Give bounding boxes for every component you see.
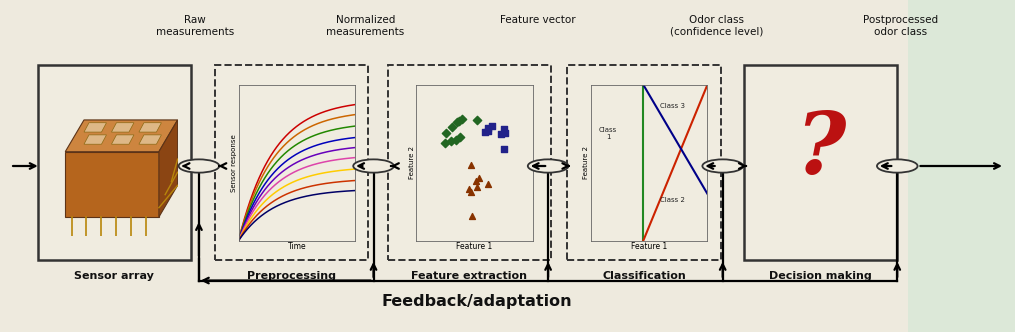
Circle shape [353, 159, 394, 173]
Text: Feedback/adaptation: Feedback/adaptation [382, 294, 572, 309]
Text: ?: ? [796, 108, 845, 191]
FancyBboxPatch shape [388, 65, 551, 260]
Text: Feature vector: Feature vector [500, 15, 576, 25]
Text: Odor class
(confidence level): Odor class (confidence level) [670, 15, 763, 37]
Circle shape [877, 159, 918, 173]
FancyBboxPatch shape [567, 65, 721, 260]
FancyBboxPatch shape [38, 65, 191, 260]
Circle shape [702, 159, 743, 173]
Circle shape [528, 159, 568, 173]
Text: Raw
measurements: Raw measurements [155, 15, 234, 37]
Text: Preprocessing: Preprocessing [248, 271, 336, 281]
Text: Sensor array: Sensor array [74, 271, 154, 281]
FancyBboxPatch shape [215, 65, 368, 260]
Text: Classification: Classification [602, 271, 686, 281]
FancyBboxPatch shape [0, 0, 908, 332]
Text: Decision making: Decision making [769, 271, 872, 281]
FancyBboxPatch shape [744, 65, 897, 260]
Circle shape [179, 159, 219, 173]
FancyBboxPatch shape [908, 0, 1015, 332]
Text: Postprocessed
odor class: Postprocessed odor class [863, 15, 938, 37]
Text: Normalized
measurements: Normalized measurements [326, 15, 405, 37]
Text: Feature extraction: Feature extraction [411, 271, 528, 281]
